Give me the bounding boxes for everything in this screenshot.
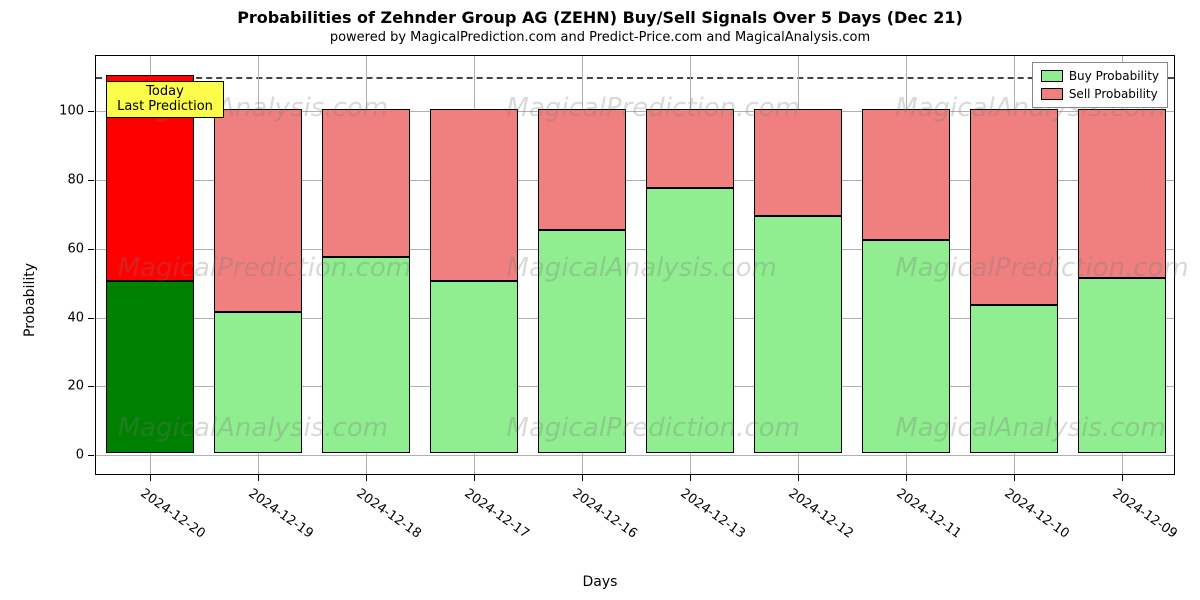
bar-buy [1078, 278, 1167, 454]
bar-buy [106, 281, 195, 453]
x-tick [906, 475, 907, 481]
y-axis-label: Probability [22, 263, 38, 337]
x-tick-label: 2024-12-13 [677, 486, 748, 542]
bar-sell [970, 109, 1059, 305]
x-tick [474, 475, 475, 481]
legend-swatch [1041, 70, 1063, 82]
x-tick-label: 2024-12-17 [461, 486, 532, 542]
y-tick-label: 100 [59, 104, 96, 119]
x-tick [366, 475, 367, 481]
legend: Buy ProbabilitySell Probability [1032, 62, 1168, 108]
today-annotation-line1: Today [113, 84, 218, 100]
y-tick-label: 40 [67, 310, 96, 325]
y-tick-label: 0 [76, 448, 96, 463]
today-annotation: TodayLast Prediction [106, 81, 225, 118]
bar-buy [646, 188, 735, 453]
y-tick-label: 60 [67, 241, 96, 256]
chart-subtitle: powered by MagicalPrediction.com and Pre… [0, 30, 1200, 45]
x-tick-label: 2024-12-19 [245, 486, 316, 542]
x-tick-label: 2024-12-09 [1109, 486, 1180, 542]
chart-title: Probabilities of Zehnder Group AG (ZEHN)… [0, 8, 1200, 27]
bar-sell [754, 109, 843, 216]
y-tick-label: 20 [67, 379, 96, 394]
bar-buy [322, 257, 411, 453]
bar-sell [214, 109, 303, 312]
plot-area: 0204060801002024-12-202024-12-192024-12-… [95, 55, 1175, 475]
legend-swatch [1041, 88, 1063, 100]
x-tick [150, 475, 151, 481]
chart-figure: Probabilities of Zehnder Group AG (ZEHN)… [0, 0, 1200, 600]
x-tick [1014, 475, 1015, 481]
x-tick-label: 2024-12-20 [137, 486, 208, 542]
bar-group [322, 54, 411, 474]
x-tick [1122, 475, 1123, 481]
bar-group [1078, 54, 1167, 474]
bar-group [754, 54, 843, 474]
x-tick [258, 475, 259, 481]
legend-item: Buy Probability [1041, 67, 1159, 85]
legend-item: Sell Probability [1041, 85, 1159, 103]
bar-group [646, 54, 735, 474]
x-axis-label: Days [583, 574, 618, 590]
x-tick-label: 2024-12-12 [785, 486, 856, 542]
bar-buy [538, 230, 627, 454]
bar-sell [538, 109, 627, 229]
legend-label: Buy Probability [1069, 67, 1159, 85]
bar-sell [430, 109, 519, 281]
bar-buy [754, 216, 843, 454]
bar-group [538, 54, 627, 474]
bar-sell [862, 109, 951, 240]
x-tick-label: 2024-12-11 [893, 486, 964, 542]
y-tick-label: 80 [67, 172, 96, 187]
bar-group [862, 54, 951, 474]
bar-group [970, 54, 1059, 474]
bar-sell [646, 109, 735, 188]
bar-buy [430, 281, 519, 453]
bar-buy [970, 305, 1059, 453]
bar-sell [322, 109, 411, 257]
today-annotation-line2: Last Prediction [113, 99, 218, 115]
x-tick-label: 2024-12-18 [353, 486, 424, 542]
x-tick [582, 475, 583, 481]
x-tick [690, 475, 691, 481]
bar-group [430, 54, 519, 474]
x-tick [798, 475, 799, 481]
bar-buy [214, 312, 303, 453]
x-tick-label: 2024-12-16 [569, 486, 640, 542]
legend-label: Sell Probability [1069, 85, 1158, 103]
x-tick-label: 2024-12-10 [1001, 486, 1072, 542]
bar-sell [1078, 109, 1167, 278]
bar-group [214, 54, 303, 474]
bar-buy [862, 240, 951, 453]
